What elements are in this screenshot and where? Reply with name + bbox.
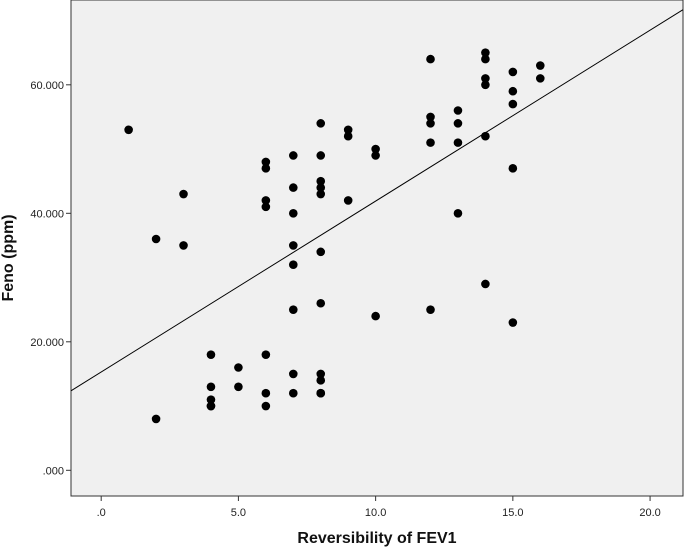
data-point: [481, 80, 490, 90]
data-point: [288, 369, 298, 379]
data-point: [343, 131, 353, 141]
x-tick-label: 15.0: [502, 507, 523, 519]
data-points: [124, 48, 545, 424]
data-point: [508, 67, 518, 77]
data-point: [316, 388, 326, 398]
data-point: [481, 279, 490, 289]
data-point: [343, 196, 353, 205]
data-point: [316, 189, 326, 199]
data-point: [288, 388, 298, 398]
data-point: [234, 382, 243, 392]
y-tick-label: .000: [43, 465, 64, 477]
data-point: [371, 311, 380, 321]
data-point: [261, 202, 271, 212]
data-point: [508, 164, 518, 173]
fit-line: [70, 9, 684, 392]
data-point: [426, 119, 435, 128]
data-point: [343, 125, 353, 135]
data-point: [316, 247, 326, 257]
x-axis-title: Reversibility of FEV1: [297, 530, 456, 547]
data-point: [316, 119, 326, 128]
data-point: [206, 401, 216, 411]
data-point: [371, 144, 380, 154]
data-point: [206, 382, 216, 392]
x-tick-label: 5.0: [231, 507, 246, 519]
y-axis-title: Feno (ppm): [0, 214, 17, 301]
data-point: [288, 151, 298, 160]
data-point: [288, 241, 298, 250]
x-tick-label: 20.0: [639, 507, 660, 519]
data-point: [316, 183, 326, 192]
fit-line-layer: [70, 9, 684, 392]
data-point: [453, 209, 463, 218]
data-point: [288, 209, 298, 218]
data-point: [261, 401, 271, 411]
data-point: [316, 176, 326, 186]
y-tick-label: 60.000: [30, 80, 64, 92]
data-point: [426, 138, 435, 147]
plot-area: [70, 0, 684, 497]
data-point: [261, 388, 271, 398]
x-axis: .0 5.0 10.0 15.0 20.0: [97, 496, 661, 519]
data-point: [288, 183, 298, 192]
data-point: [261, 350, 271, 359]
data-point: [316, 151, 326, 160]
data-point: [151, 414, 161, 424]
data-point: [234, 363, 243, 372]
data-point: [261, 164, 271, 173]
data-point: [151, 234, 161, 244]
data-point: [508, 318, 518, 327]
data-point: [453, 119, 463, 128]
data-point: [453, 106, 463, 115]
data-point: [316, 298, 326, 308]
data-point: [535, 74, 545, 83]
data-point: [316, 376, 326, 385]
data-point: [426, 112, 435, 122]
data-point: [481, 54, 490, 64]
data-point: [481, 48, 490, 57]
data-point: [124, 125, 133, 135]
data-point: [453, 138, 463, 147]
data-point: [535, 61, 545, 70]
data-point: [179, 241, 188, 250]
data-point: [426, 305, 435, 314]
data-point: [206, 350, 216, 359]
y-tick-label: 20.000: [30, 337, 64, 349]
y-axis: .000 20.000 40.000 60.000: [30, 80, 71, 477]
data-point: [316, 369, 326, 379]
data-point: [508, 86, 518, 96]
y-tick-label: 40.000: [30, 208, 64, 220]
data-point: [288, 260, 298, 270]
data-point: [261, 157, 271, 167]
data-point: [371, 151, 380, 160]
x-tick-label: 10.0: [365, 507, 386, 519]
data-point: [481, 131, 490, 141]
data-point: [179, 189, 188, 199]
data-point: [261, 196, 271, 205]
data-point: [206, 395, 216, 404]
x-tick-label: .0: [97, 507, 106, 519]
data-point: [508, 99, 518, 109]
data-point: [426, 54, 435, 64]
data-point: [481, 74, 490, 83]
data-point: [288, 305, 298, 314]
